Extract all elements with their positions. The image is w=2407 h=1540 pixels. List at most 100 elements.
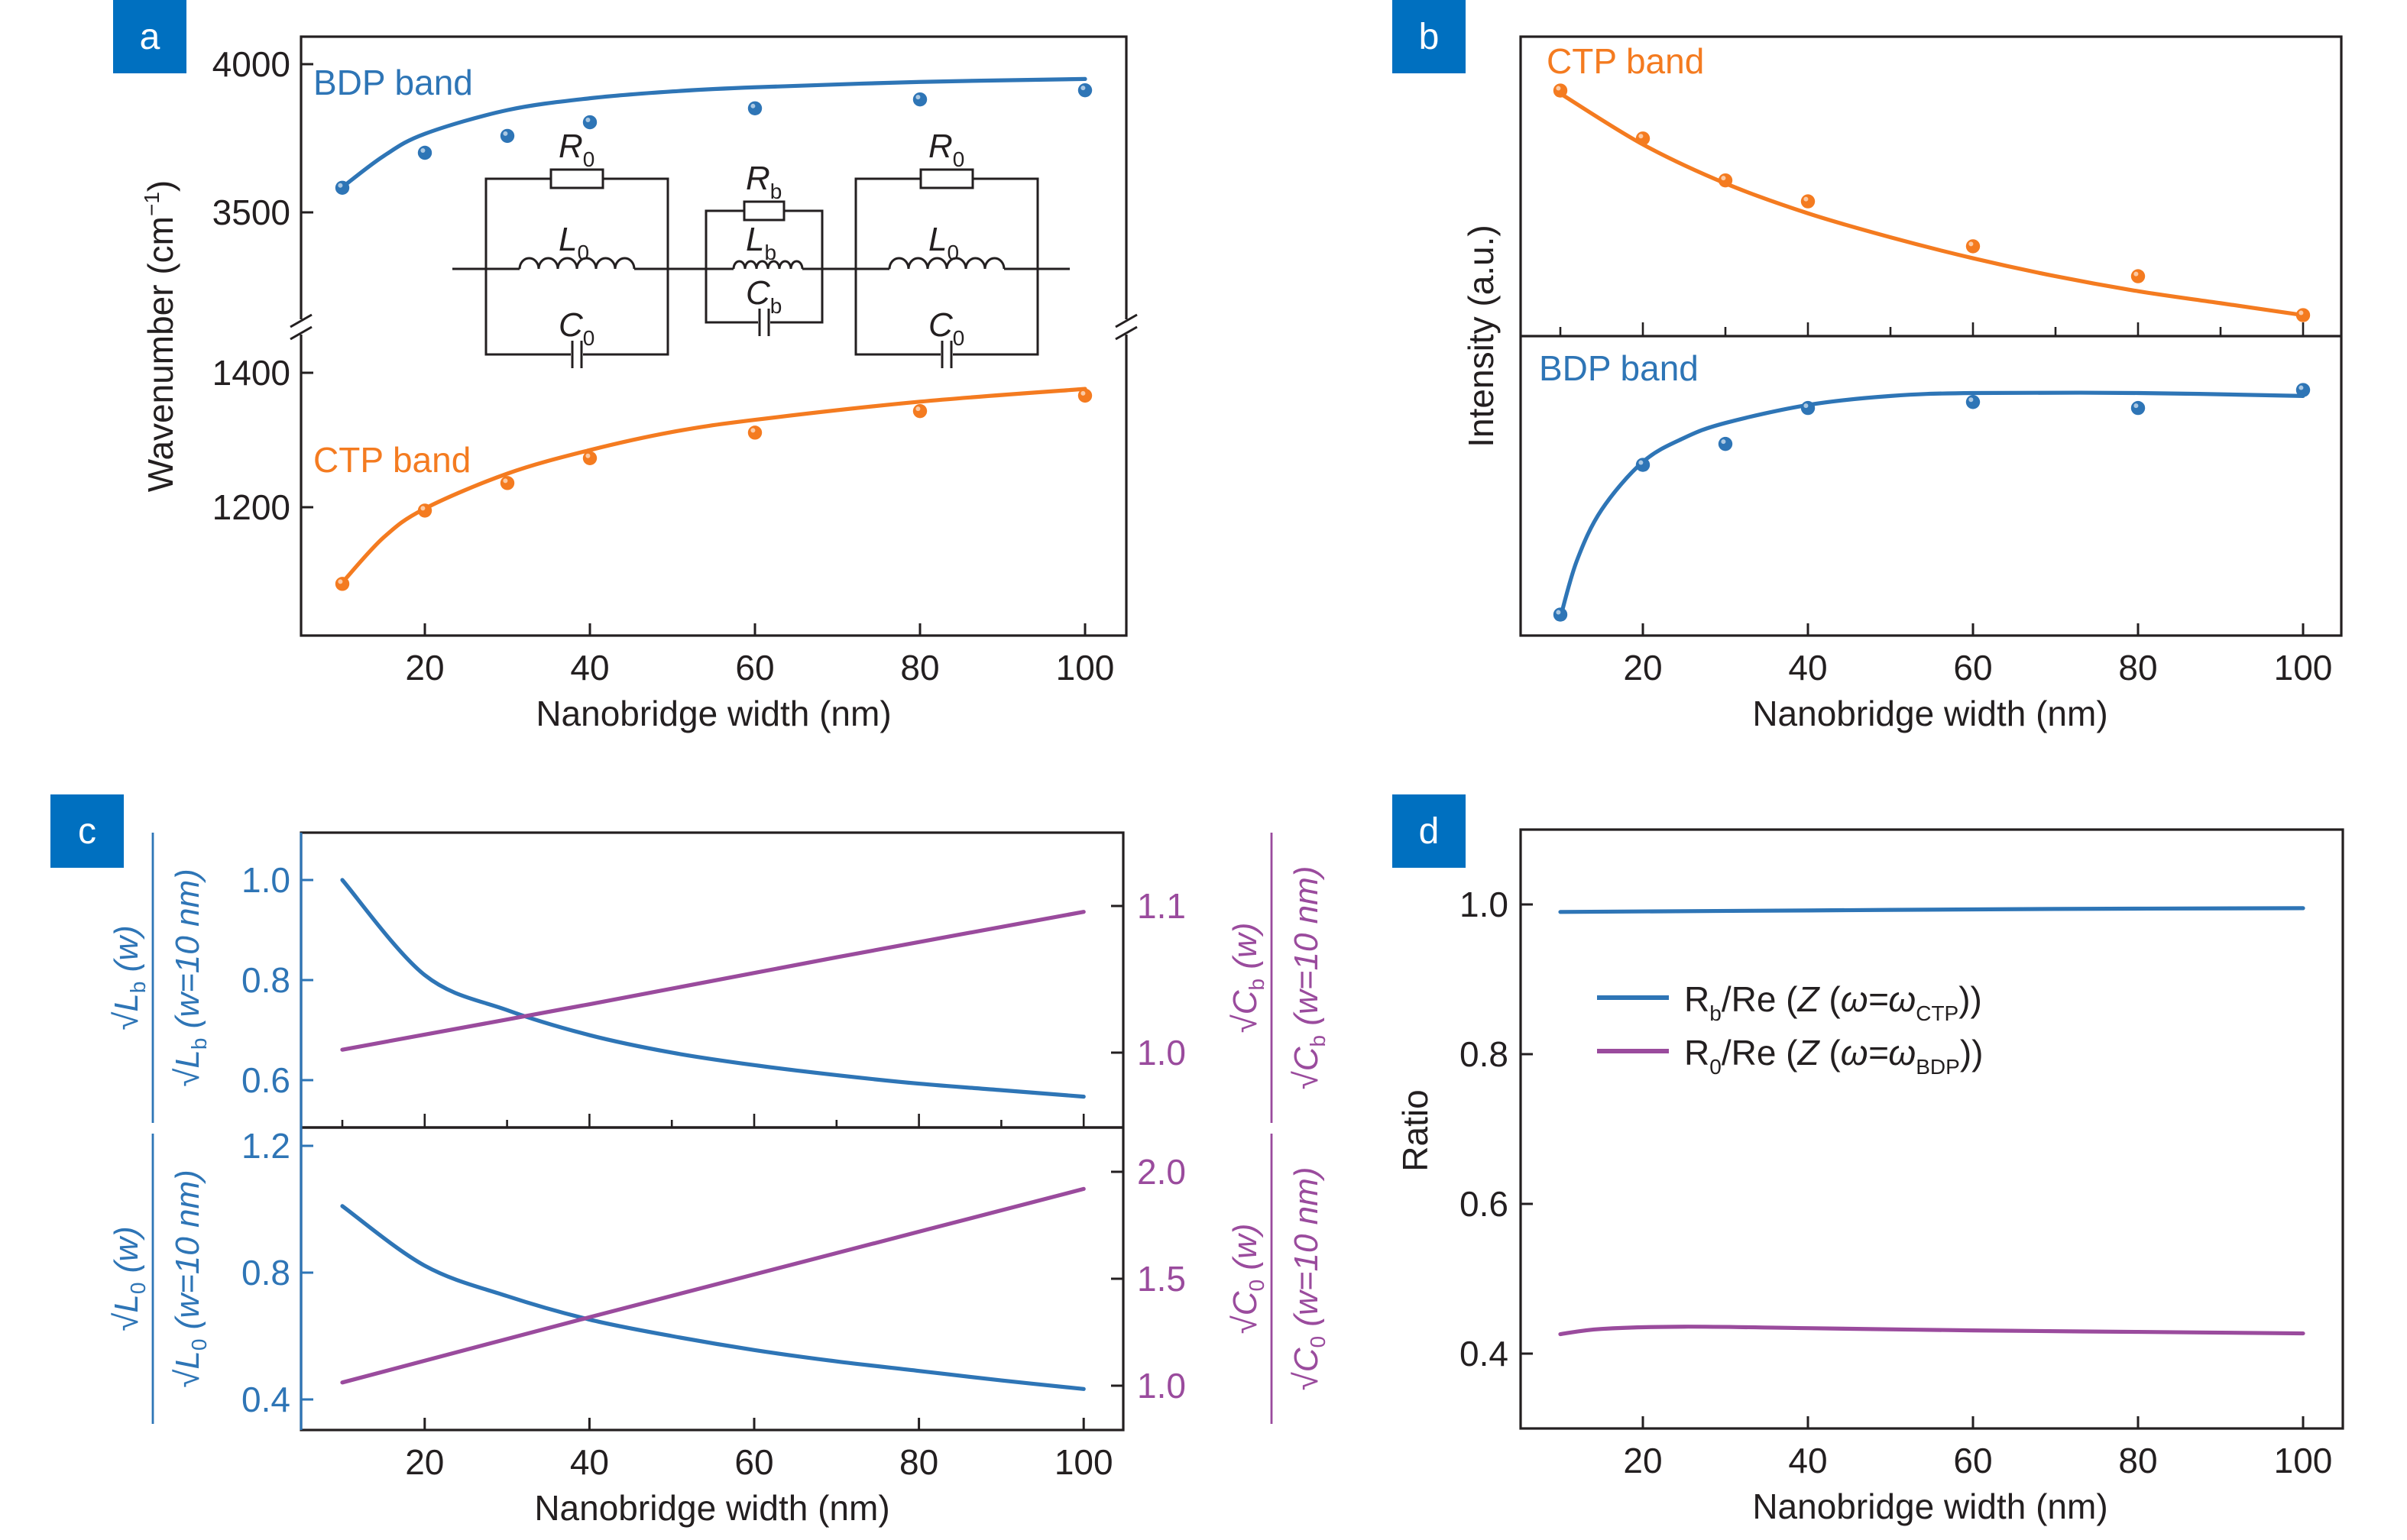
- x-axis-label: Nanobridge width (nm): [536, 694, 891, 733]
- x-tick-label: 40: [570, 648, 609, 688]
- ctp-data-point: [335, 577, 350, 591]
- panel-label-text: d: [1419, 811, 1440, 852]
- y-axis-label: Intensity (a.u.): [1461, 225, 1501, 447]
- y-tick-label: 1.0: [1459, 885, 1508, 924]
- bdp-data-point: [582, 115, 598, 130]
- bdp-data-point-highlight: [503, 131, 508, 136]
- ctp-data-point: [912, 403, 928, 419]
- series-label-ctp: CTP band: [313, 440, 471, 480]
- bdp-data-point: [335, 180, 350, 195]
- bdp-data-point: [2130, 400, 2146, 416]
- ctp-data-point: [2130, 269, 2146, 283]
- fraction-numerator: √Lb (w): [108, 925, 150, 1030]
- bdp-data-point: [500, 128, 515, 144]
- component-label-L: L0: [559, 221, 589, 264]
- legend-label: Rb/Re (Z (ω=ωCTP)): [1684, 979, 1982, 1025]
- ctp-data-point: [1553, 83, 1568, 98]
- bdp-data-point-highlight: [338, 183, 343, 188]
- x-tick-label: 60: [1953, 1441, 1992, 1480]
- x-tick-label: 80: [2118, 648, 2157, 688]
- bdp-data-point-highlight: [2133, 403, 2139, 409]
- left-y-axis-label: √Lb (w) √Lb (w=10 nm): [108, 833, 211, 1123]
- right-y-axis-label: √Cb (w) √Cb (w=10 nm): [1226, 833, 1330, 1123]
- ratio-line-blue: [1558, 906, 2305, 914]
- fraction-numerator: √Cb (w): [1226, 923, 1268, 1034]
- inductor-symbol: [732, 260, 804, 270]
- ctp-data-point-highlight: [585, 453, 591, 458]
- y-tick-label: 1200: [212, 487, 290, 527]
- capacitance-ratio-line: [340, 910, 1086, 1052]
- legend-entry: R0/Re (Z (ω=ωBDP)): [1597, 1033, 1983, 1079]
- x-tick-label: 100: [2274, 648, 2333, 688]
- y-axis-label: Wavenumber (cm−1): [140, 180, 180, 493]
- x-tick-label: 20: [1623, 648, 1662, 688]
- ctp-data-point-highlight: [750, 428, 756, 433]
- bdp-data-point: [1077, 82, 1093, 98]
- ctp-data-point: [582, 451, 598, 465]
- x-tick-label: 40: [570, 1442, 609, 1482]
- resistor-symbol: [549, 168, 604, 189]
- ctp-data-point: [2295, 308, 2311, 322]
- fraction-denominator: √L0 (w=10 nm): [169, 1170, 211, 1388]
- x-tick-label: 100: [2274, 1441, 2333, 1480]
- subplot-bottom: 1.2 0.8 0.4 2.0 1.5 1.0 √L0 (w) √L0 (w=10 nm) √C…: [108, 1126, 1330, 1424]
- panel-d-chart: 20 40 60 80 100 1.0 0.8 0.6 0.4 Nanobridge width …: [1395, 828, 2344, 1526]
- panel-a-chart: 20 40 60 80 100 3500 4000 1200 1400 Nanobridge wi…: [140, 35, 1138, 733]
- bdp-data-point: [1965, 395, 1981, 409]
- panel-label-b: b: [1392, 0, 1466, 73]
- right-y-axis-label: √C0 (w) √C0 (w=10 nm): [1226, 1134, 1330, 1424]
- ctp-data-point-highlight: [420, 506, 426, 511]
- fraction-numerator: √C0 (w): [1226, 1224, 1268, 1335]
- bdp-data-point: [1553, 607, 1568, 622]
- x-tick-label: 40: [1788, 1441, 1827, 1480]
- bdp-data-point: [2295, 383, 2311, 397]
- plot-frame: [300, 831, 1125, 1432]
- component-label-R: R0: [928, 128, 964, 171]
- panel-label-d: d: [1392, 794, 1466, 868]
- ctp-data-point-highlight: [1803, 196, 1809, 202]
- right-y-tick-label: 1.0: [1137, 1366, 1186, 1406]
- panel-label-box: [1392, 794, 1466, 868]
- component-label-R: R0: [559, 128, 594, 171]
- component-label-C: Cb: [746, 274, 782, 318]
- bdp-fit-line: [340, 76, 1087, 189]
- right-y-tick-label: 2.0: [1137, 1152, 1186, 1192]
- capacitance-ratio-line: [340, 1186, 1086, 1385]
- ctp-fit-line: [340, 387, 1087, 585]
- capacitor-gap: [571, 345, 583, 364]
- ctp-data-point-highlight: [503, 478, 508, 484]
- ctp-data-point: [417, 503, 432, 518]
- right-y-tick-label: 1.5: [1137, 1259, 1186, 1299]
- x-tick-label: 80: [2118, 1441, 2157, 1480]
- bdp-data-point: [1800, 400, 1816, 416]
- bdp-data-point-highlight: [1721, 439, 1726, 445]
- fraction-denominator: √C0 (w=10 nm): [1288, 1167, 1330, 1391]
- ctp-data-point-highlight: [1080, 390, 1086, 396]
- x-axis-label: Nanobridge width (nm): [534, 1488, 889, 1528]
- x-tick-label: 60: [1953, 648, 1992, 688]
- bdp-data-point-highlight: [420, 148, 426, 154]
- component-label-C: C0: [928, 306, 964, 350]
- y-tick-label: 3500: [212, 192, 290, 232]
- left-y-tick-label: 0.8: [241, 1253, 290, 1292]
- x-tick-label: 80: [899, 1442, 938, 1482]
- left-y-tick-label: 1.2: [241, 1126, 290, 1166]
- y-tick-label: 4000: [212, 44, 290, 84]
- y-axis-label: Ratio: [1395, 1089, 1435, 1171]
- capacitor-gap: [758, 313, 770, 332]
- panel-b-chart: 20 40 60 80 100 Nanobridge width (nm) Intensit…: [1461, 35, 2343, 733]
- ctp-data-point-highlight: [1638, 134, 1644, 139]
- fraction-denominator: √Lb (w=10 nm): [169, 869, 211, 1087]
- bdp-data-point: [1635, 458, 1651, 472]
- inductor-symbol: [888, 257, 1006, 270]
- panel-label-text: a: [140, 17, 160, 57]
- x-tick-label: 60: [735, 648, 774, 688]
- bdp-data-point-highlight: [915, 95, 921, 100]
- bdp-data-point-highlight: [1556, 610, 1561, 615]
- component-label-L: Lb: [746, 221, 776, 264]
- y-tick-label: 0.6: [1459, 1184, 1508, 1224]
- ctp-data-point-highlight: [2133, 271, 2139, 277]
- legend-label: R0/Re (Z (ω=ωBDP)): [1684, 1033, 1983, 1079]
- bdp-data-point-highlight: [1803, 403, 1809, 409]
